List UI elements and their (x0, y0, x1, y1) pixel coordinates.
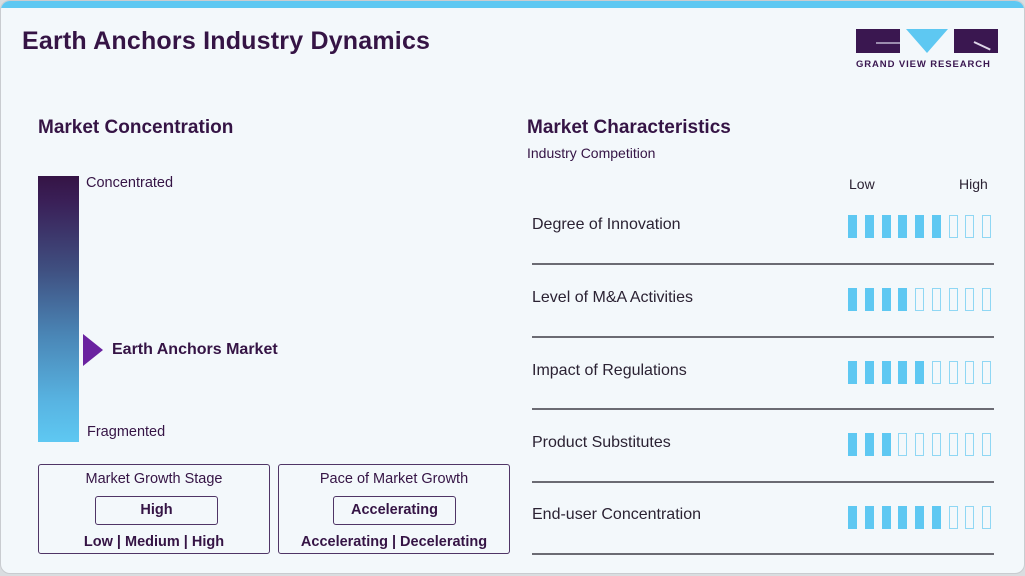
logo-g-block-icon (856, 29, 900, 53)
filled-segment (848, 361, 857, 384)
filled-segment (915, 361, 924, 384)
filled-segment (881, 506, 891, 529)
empty-segment (931, 361, 941, 384)
row-label-innovation: Degree of Innovation (532, 216, 681, 233)
empty-segment (915, 433, 924, 456)
scale-low-label: Low (849, 176, 875, 192)
filled-segment (931, 215, 941, 238)
empty-segment (948, 215, 958, 238)
characteristics-subtitle: Industry Competition (527, 145, 656, 161)
filled-segment (848, 288, 857, 311)
scale-high-label: High (959, 176, 988, 192)
filled-segment (881, 433, 891, 456)
filled-segment (915, 506, 924, 529)
row-divider (532, 481, 994, 483)
empty-segment (982, 433, 991, 456)
row-label-substitutes: Product Substitutes (532, 434, 671, 451)
empty-segment (898, 433, 908, 456)
filled-segment (898, 288, 908, 311)
filled-segment (898, 506, 908, 529)
empty-segment (931, 288, 941, 311)
empty-segment (948, 288, 958, 311)
row-divider (532, 553, 994, 555)
growth-pace-options: Accelerating | Decelerating (300, 534, 488, 550)
logo-v-triangle-icon (906, 29, 948, 53)
growth-stage-options: Low | Medium | High (83, 534, 225, 550)
empty-segment (982, 215, 991, 238)
filled-segment (864, 361, 874, 384)
empty-segment (965, 506, 975, 529)
row-label-regulations: Impact of Regulations (532, 362, 687, 379)
growth-pace-title: Pace of Market Growth (319, 471, 469, 487)
empty-segment (948, 433, 958, 456)
filled-segment (898, 361, 908, 384)
filled-segment (915, 215, 924, 238)
filled-segment (864, 288, 874, 311)
logo-r-block-icon (954, 29, 998, 53)
empty-segment (965, 288, 975, 311)
concentration-title: Market Concentration (38, 117, 234, 138)
rating-bar-substitutes (848, 433, 998, 457)
empty-segment (948, 506, 958, 529)
empty-segment (965, 215, 975, 238)
growth-stage-box: Market Growth Stage High Low | Medium | … (38, 464, 270, 554)
market-marker-label: Earth Anchors Market (112, 341, 278, 358)
rating-bar-regulations (848, 361, 998, 385)
filled-segment (848, 215, 857, 238)
row-label-ma-activities: Level of M&A Activities (532, 289, 693, 306)
empty-segment (982, 288, 991, 311)
page-title: Earth Anchors Industry Dynamics (22, 27, 431, 55)
empty-segment (948, 361, 958, 384)
empty-segment (965, 433, 975, 456)
rating-bar-end-user-concentration (848, 506, 998, 530)
fragmented-label: Fragmented (87, 424, 166, 440)
empty-segment (982, 506, 991, 529)
filled-segment (848, 433, 857, 456)
filled-segment (881, 288, 891, 311)
empty-segment (931, 433, 941, 456)
filled-segment (864, 215, 874, 238)
growth-stage-value: High (95, 496, 218, 525)
market-marker-arrow-icon (83, 334, 103, 366)
top-accent-bar (1, 1, 1024, 8)
filled-segment (848, 506, 857, 529)
concentrated-label: Concentrated (86, 175, 174, 191)
filled-segment (864, 433, 874, 456)
concentration-gradient-bar (38, 176, 79, 442)
characteristics-title: Market Characteristics (527, 117, 731, 138)
row-divider (532, 336, 994, 338)
row-label-end-user-concentration: End-user Concentration (532, 506, 701, 523)
rating-bar-ma-activities (848, 288, 998, 312)
rating-bar-innovation (848, 215, 998, 239)
filled-segment (898, 215, 908, 238)
filled-segment (881, 215, 891, 238)
growth-stage-title: Market Growth Stage (85, 471, 223, 487)
growth-pace-value: Accelerating (333, 496, 456, 525)
empty-segment (982, 361, 991, 384)
filled-segment (881, 361, 891, 384)
growth-pace-box: Pace of Market Growth Accelerating Accel… (278, 464, 510, 554)
grand-view-research-logo: GRAND VIEW RESEARCH (856, 29, 998, 73)
row-divider (532, 408, 994, 410)
row-divider (532, 263, 994, 265)
empty-segment (915, 288, 924, 311)
empty-segment (965, 361, 975, 384)
filled-segment (931, 506, 941, 529)
filled-segment (864, 506, 874, 529)
logo-text: GRAND VIEW RESEARCH (856, 59, 991, 70)
